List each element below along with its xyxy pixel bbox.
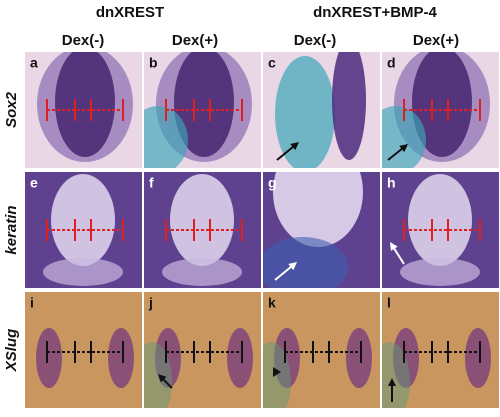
panel-letter: f <box>149 175 154 191</box>
stain <box>400 258 480 286</box>
row-label: keratin <box>3 205 20 254</box>
stain <box>144 106 188 168</box>
row-label: XSlug <box>3 329 20 373</box>
panel-letter: g <box>268 175 277 191</box>
group-header: dnXREST <box>96 4 164 21</box>
stain <box>55 52 115 157</box>
stain <box>108 328 134 388</box>
micrograph: k <box>263 292 380 408</box>
panel-letter: j <box>148 295 153 311</box>
micrograph: g <box>263 172 380 288</box>
arrow-head <box>288 262 297 271</box>
panel-letter: c <box>268 55 276 71</box>
column-header: Dex(-) <box>294 32 337 49</box>
stain <box>263 237 348 288</box>
arrow-head <box>390 242 398 251</box>
stain <box>408 174 472 266</box>
arrow <box>276 143 297 161</box>
row-label: Sox2 <box>3 91 20 128</box>
arrow-head <box>388 378 396 386</box>
micrograph: d <box>382 52 499 168</box>
micrograph: j <box>144 292 261 408</box>
micrograph: b <box>144 52 261 168</box>
stain <box>273 172 363 247</box>
stain <box>412 52 472 157</box>
column-header: Dex(+) <box>413 32 459 49</box>
stain <box>332 52 366 160</box>
stain <box>43 258 123 286</box>
micrograph: i <box>25 292 142 408</box>
stain <box>162 258 242 286</box>
panel-letter: k <box>268 295 276 311</box>
column-header: Dex(+) <box>172 32 218 49</box>
stain <box>227 328 253 388</box>
arrow-head <box>158 374 167 383</box>
stain <box>170 174 234 266</box>
stain <box>263 342 291 408</box>
stain <box>144 342 172 408</box>
micrograph: c <box>263 52 380 168</box>
micrograph: h <box>382 172 499 288</box>
stain <box>465 328 491 388</box>
arrow-head <box>273 367 281 377</box>
panel-letter: l <box>387 295 391 311</box>
micrograph: l <box>382 292 499 408</box>
stain <box>346 328 372 388</box>
micrograph: e <box>25 172 142 288</box>
stain <box>174 52 234 157</box>
panel-letter: b <box>149 55 158 71</box>
arrow-head <box>399 144 408 153</box>
micrograph: a <box>25 52 142 168</box>
panel-letter: h <box>387 175 396 191</box>
panel-letter: a <box>30 55 38 71</box>
arrow-head <box>290 142 299 151</box>
stain <box>382 342 410 408</box>
stain <box>36 328 62 388</box>
group-header: dnXREST+BMP-4 <box>313 4 437 21</box>
stain <box>275 56 335 168</box>
micrograph: f <box>144 172 261 288</box>
panel-letter: e <box>30 175 38 191</box>
panel-letter: d <box>387 55 396 71</box>
arrow <box>274 263 295 281</box>
column-header: Dex(-) <box>62 32 105 49</box>
stain <box>382 106 426 168</box>
stain <box>51 174 115 266</box>
panel-letter: i <box>30 295 34 311</box>
